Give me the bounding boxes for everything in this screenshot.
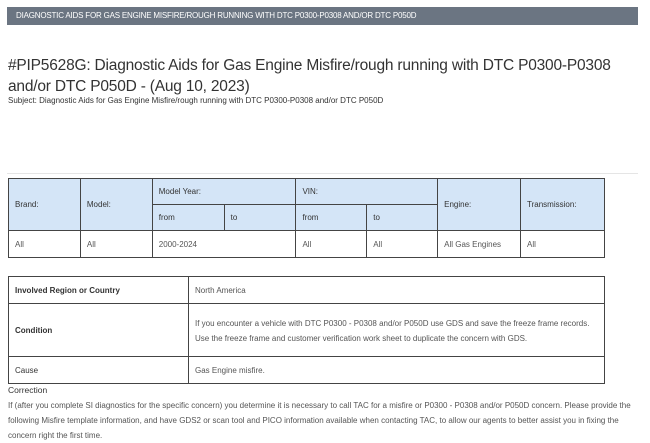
cell-transmission: All bbox=[520, 230, 605, 258]
info-table: Involved Region or Country North America… bbox=[8, 276, 605, 384]
header-model: Model: bbox=[79, 178, 153, 231]
cell-model: All bbox=[79, 230, 153, 258]
subject-line: Subject: Diagnostic Aids for Gas Engine … bbox=[8, 96, 384, 105]
row-label: Involved Region or Country bbox=[8, 276, 189, 304]
header-vin: VIN: bbox=[295, 178, 439, 205]
header-year-to: to bbox=[223, 204, 297, 231]
header-transmission: Transmission: bbox=[520, 178, 605, 231]
row-label: Condition bbox=[8, 303, 189, 357]
value-line: If you encounter a vehicle with DTC P030… bbox=[195, 319, 590, 328]
table-row: Condition If you encounter a vehicle wit… bbox=[8, 303, 605, 357]
cell-model-year: 2000-2024 bbox=[151, 230, 297, 258]
value-line: Use the freeze frame and customer verifi… bbox=[195, 334, 528, 343]
page-title: #PIP5628G: Diagnostic Aids for Gas Engin… bbox=[8, 57, 611, 95]
header-engine: Engine: bbox=[437, 178, 521, 231]
table-row: Cause Gas Engine misfire. bbox=[8, 356, 605, 384]
header-vin-to: to bbox=[366, 204, 439, 231]
row-value: North America bbox=[188, 276, 605, 304]
divider bbox=[7, 173, 638, 174]
value-line: North America bbox=[195, 285, 246, 295]
table-row: All All 2000-2024 All All All Gas Engine… bbox=[8, 230, 605, 258]
page-banner: DIAGNOSTIC AIDS FOR GAS ENGINE MISFIRE/R… bbox=[7, 7, 638, 25]
header-vin-from: from bbox=[295, 204, 368, 231]
row-label: Cause bbox=[8, 356, 189, 384]
row-value: If you encounter a vehicle with DTC P030… bbox=[188, 303, 605, 357]
cell-brand: All bbox=[8, 230, 81, 258]
table-row: Involved Region or Country North America bbox=[8, 276, 605, 304]
cell-engine: All Gas Engines bbox=[437, 230, 521, 258]
header-year-from: from bbox=[151, 204, 225, 231]
cell-vin-from: All bbox=[295, 230, 368, 258]
correction-text: If (after you complete SI diagnostics fo… bbox=[8, 401, 631, 440]
correction-heading: Correction bbox=[8, 385, 48, 395]
value-line: Gas Engine misfire. bbox=[195, 365, 265, 375]
cell-vin-to: All bbox=[366, 230, 439, 258]
header-brand: Brand: bbox=[8, 178, 81, 231]
row-value: Gas Engine misfire. bbox=[188, 356, 605, 384]
header-model-year: Model Year: bbox=[151, 178, 297, 205]
vehicle-applicability-table: Brand: Model: Model Year: VIN: Engine: T… bbox=[8, 178, 605, 258]
